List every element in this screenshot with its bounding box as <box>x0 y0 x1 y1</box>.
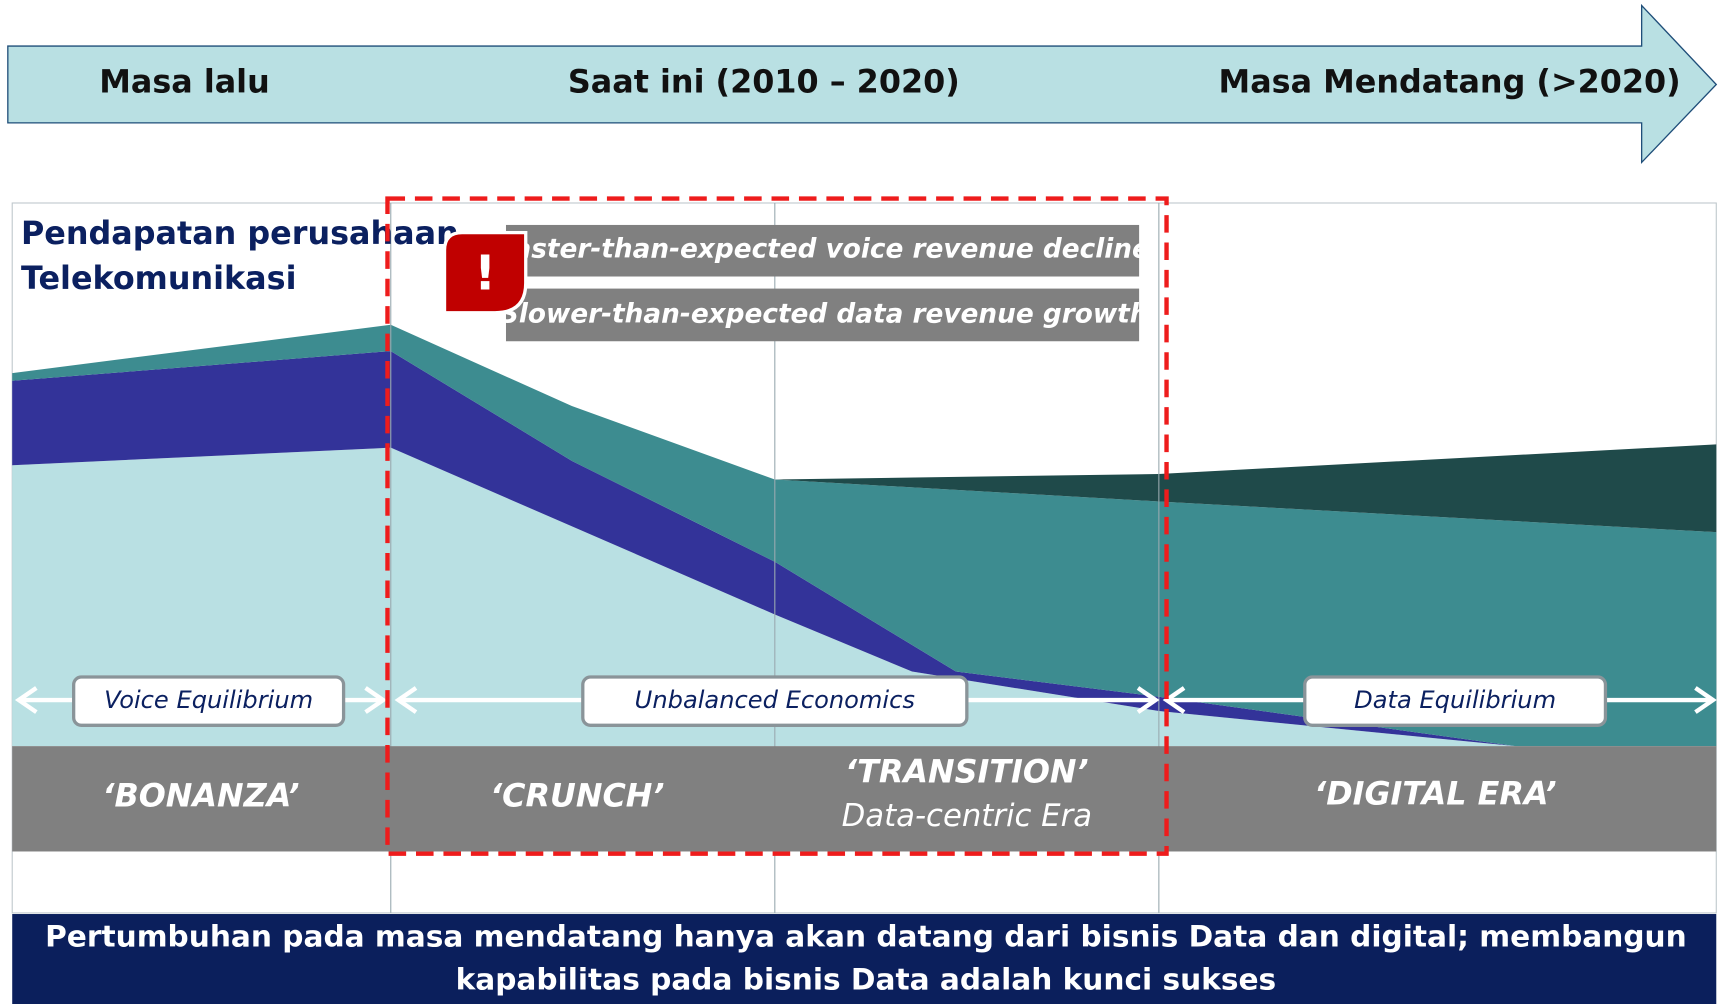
equilibrium-label: Voice Equilibrium <box>104 686 313 714</box>
footer-band <box>12 914 1717 1004</box>
era-label: ‘TRANSITION’ <box>845 753 1089 791</box>
equilibrium-label: Unbalanced Economics <box>635 686 916 714</box>
equilibrium-box <box>72 675 346 727</box>
era-label: ‘CRUNCH’ <box>490 777 664 815</box>
era-label: ‘DIGITAL ERA’ <box>1314 775 1556 813</box>
data-area <box>12 324 1717 747</box>
equilibrium-box <box>1303 675 1608 727</box>
focus-box <box>385 196 1169 856</box>
era-sublabel: Data-centric Era <box>842 798 1092 834</box>
alert-text: Slower-than-expected data revenue growth <box>500 299 1149 329</box>
era-band <box>12 746 1717 852</box>
footer-text: kapabilitas pada bisnis Data adalah kunc… <box>456 962 1277 996</box>
digital-area <box>774 444 1717 533</box>
alert-icon <box>442 230 528 315</box>
voice-area <box>12 351 1516 747</box>
timeline-present: Saat ini (2010 – 2020) <box>568 62 960 100</box>
equilibrium-box <box>581 675 969 727</box>
timeline-past: Masa lalu <box>99 62 270 100</box>
alert-box <box>505 224 1140 277</box>
era-label: ‘BONANZA’ <box>102 777 299 815</box>
timeline-arrow <box>7 3 1718 165</box>
timeline-future: Masa Mendatang (>2020) <box>1219 62 1681 100</box>
chart-title: Pendapatan perusahaan <box>21 214 459 252</box>
footer-text: Pertumbuhan pada masa mendatang hanya ak… <box>45 920 1687 954</box>
alert-icon-text: ! <box>474 246 496 302</box>
equilibrium-label: Data Equilibrium <box>1354 686 1556 714</box>
alert-text: Faster-than-expected voice revenue decli… <box>499 235 1150 265</box>
chart-title: Telekomunikasi <box>21 259 297 297</box>
alert-box <box>505 288 1140 342</box>
